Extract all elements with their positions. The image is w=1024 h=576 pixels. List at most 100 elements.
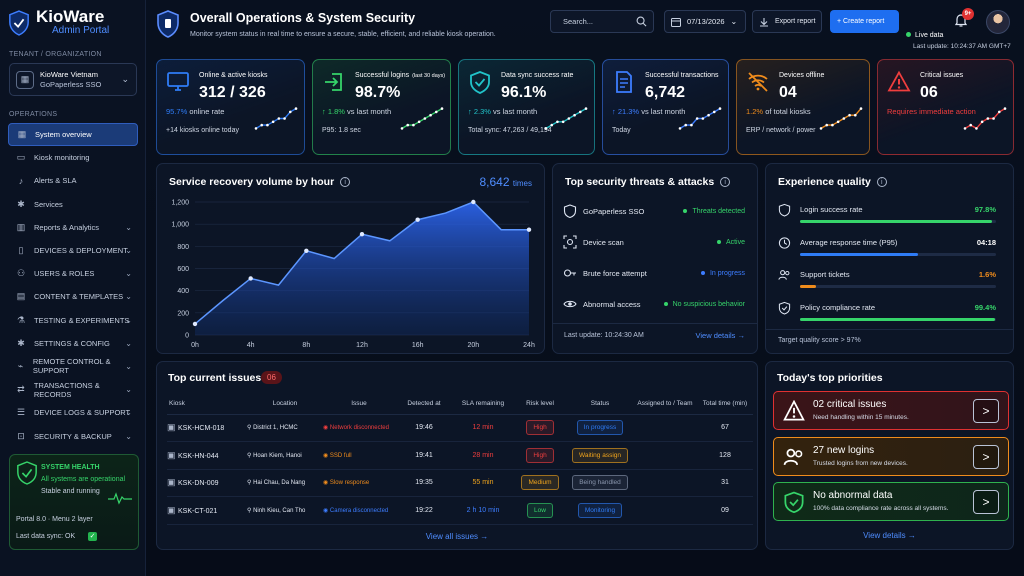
kpi-detail: P95: 1.8 sec: [322, 127, 361, 134]
status-pill[interactable]: In progress: [576, 420, 624, 436]
priority-item[interactable]: 02 critical issues Need handling within 1…: [773, 391, 1009, 430]
export-report-button[interactable]: Export report: [752, 10, 822, 33]
info-icon[interactable]: i: [720, 177, 731, 188]
table-row[interactable]: ▣ KSK-HCM-018 ⚲ District 1, HCMC ◉ Network…: [167, 414, 753, 442]
kpi-card-5[interactable]: Critical issues 06 Requires immediate acti…: [877, 59, 1014, 155]
kiosk-cell: ▣ KSK-HCM-018: [167, 414, 247, 442]
tenant-section-label: TENANT / ORGANIZATION: [9, 51, 102, 58]
kpi-card-0[interactable]: Online & active kiosks 312 / 326 95.7% onl…: [156, 59, 305, 155]
create-label: + Create report: [837, 18, 885, 25]
create-report-button[interactable]: + Create report: [830, 10, 899, 33]
info-icon[interactable]: i: [340, 177, 351, 188]
drive-icon: ◉: [323, 452, 330, 459]
data-point: [192, 321, 198, 327]
data-point: [526, 227, 532, 232]
table-row[interactable]: ▣ KSK-DN-009 ⚲ Hai Chau, Da Nang ◉ Slow re…: [167, 469, 753, 497]
status-pill[interactable]: Being handled: [572, 475, 628, 491]
chevron-right-button[interactable]: >: [973, 490, 999, 514]
search-input[interactable]: Search...: [550, 10, 654, 33]
priority-item[interactable]: 27 new logins Trusted logins from new dev…: [773, 436, 1009, 476]
monitor-icon: [167, 72, 189, 91]
recovery-area-chart: 0 200 400 600 800 1,000 1,200 0h 4h 8h 12h 16h 20h 24…: [171, 200, 534, 350]
kpi-change: Requires immediate action: [887, 107, 976, 116]
kpi-change-text: vs last month: [639, 107, 686, 116]
sparkline-point: [294, 107, 298, 110]
threat-status-text: Threats detected: [692, 207, 745, 215]
chevron-down-icon: ⌄: [125, 246, 132, 256]
kpi-card-1[interactable]: Successful logins (last 30 days) 98.7% ↑ 1.…: [312, 59, 451, 155]
arrow-right-icon: →: [907, 531, 916, 540]
kiosk-id: KSK-HCM-018: [178, 425, 225, 433]
priority-title: No abnormal data: [813, 490, 893, 501]
sidebar-item-5[interactable]: ▯ DEVICES & DEPLOYMENT ⌄: [8, 239, 138, 262]
sidebar-item-7[interactable]: ▤ CONTENT & TEMPLATES ⌄: [8, 285, 138, 308]
gear-icon: ✱: [17, 337, 25, 348]
heartbeat-icon: [108, 492, 132, 505]
date-picker[interactable]: 07/13/2026 ⌄: [664, 10, 746, 33]
chevron-right-button[interactable]: >: [973, 399, 999, 423]
kpi-sub: 1.2% of total kiosks: [746, 107, 811, 116]
kpi-card-2[interactable]: Data sync success rate 96.1% ↑ 2.3% vs las…: [458, 59, 595, 155]
status-dot: [663, 301, 668, 306]
column-header: Assigned to / Team: [633, 394, 697, 415]
info-icon[interactable]: i: [876, 177, 887, 188]
kpi-value: 04: [779, 84, 797, 101]
kpi-card-4[interactable]: Devices offline 04 1.2% of total kiosks ERP…: [736, 59, 870, 155]
sidebar-item-0[interactable]: ▦ System overview: [8, 123, 138, 147]
status-dot: [716, 239, 721, 244]
sidebar-item-2[interactable]: ♪ Alerts & SLA: [8, 169, 138, 192]
sidebar-item-3[interactable]: ✱ Services: [8, 193, 138, 216]
sidebar-item-6[interactable]: ⚇ USERS & ROLES ⌄: [8, 262, 138, 285]
table-row[interactable]: ▣ KSK-CT-021 ⚲ Ninh Kieu, Can Tho ◉ Camera…: [167, 496, 753, 525]
live-label: Live data: [915, 32, 944, 39]
sidebar-item-12[interactable]: ☰ DEVICE LOGS & SUPPORT ⌄: [8, 401, 138, 424]
threat-item[interactable]: GoPaperless SSO Threats detected: [563, 202, 745, 220]
table-row[interactable]: ▣ KSK-HN-044 ⚲ Hoan Kiem, Hanoi ◉ SSD full…: [167, 441, 753, 470]
sparkline-point: [690, 123, 693, 127]
sidebar-item-10[interactable]: ⌁ REMOTE CONTROL & SUPPORT ⌄: [8, 355, 138, 378]
live-indicator: Live data: [906, 32, 943, 39]
threat-item[interactable]: Device scan Active: [563, 233, 745, 251]
data-point: [304, 248, 309, 253]
sidebar-item-11[interactable]: ⇄ TRANSACTIONS & RECORDS ⌄: [8, 378, 138, 401]
sidebar-item-label: System overview: [35, 130, 92, 140]
kiosk-icon: ▣: [167, 449, 179, 460]
status-pill[interactable]: Monitoring: [577, 502, 623, 518]
sidebar-item-4[interactable]: ▥ Reports & Analytics ⌄: [8, 216, 138, 239]
sidebar-item-label: Alerts & SLA: [34, 176, 77, 186]
sidebar-item-13[interactable]: ⊡ SECURITY & BACKUP ⌄: [8, 424, 138, 447]
calendar-icon: [671, 17, 681, 27]
search-icon: [636, 16, 647, 27]
threat-item[interactable]: Brute force attempt In progress: [563, 264, 745, 282]
sla-cell: 55 min: [453, 469, 513, 497]
kpi-value: 06: [920, 84, 938, 101]
avatar[interactable]: [986, 10, 1010, 34]
sidebar-item-1[interactable]: ▭ Kiosk monitoring: [8, 146, 138, 169]
operations-section-label: OPERATIONS: [9, 111, 58, 118]
kpi-card-3[interactable]: Successful transactions 6,742 ↑ 21.3% vs l…: [602, 59, 729, 155]
sparkline-point: [695, 117, 699, 120]
threats-last-update: Last update: 10:24:30 AM: [564, 332, 644, 339]
log-icon: ☰: [16, 407, 26, 418]
view-all-issues-link[interactable]: View all issues →: [157, 532, 757, 541]
priorities-panel: Today's top priorities 02 critical issue…: [765, 361, 1014, 550]
sidebar-item-9[interactable]: ✱ SETTINGS & CONFIG ⌄: [8, 332, 138, 355]
threat-item[interactable]: Abnormal access No suspicious behavior: [563, 295, 745, 313]
priority-item[interactable]: No abnormal data 100% data compliance rat…: [773, 482, 1009, 521]
quality-bar: [800, 285, 996, 288]
tenant-selector[interactable]: ▦ KioWare Vietnam GoPaperless SSO ⌄: [9, 63, 137, 96]
status-pill[interactable]: Waiting assign: [571, 447, 629, 463]
chevron-right-button[interactable]: >: [973, 444, 999, 469]
notification-badge: 9+: [962, 8, 974, 20]
threats-view-details-link[interactable]: View details →: [696, 331, 745, 340]
issues-table-header: Kiosk Location Issue Detected at SLA remaini…: [167, 394, 753, 415]
kpi-label-text: Critical issues: [920, 72, 964, 79]
sidebar-item-8[interactable]: ⚗ TESTING & EXPERIMENTS ⌄: [8, 309, 138, 332]
sidebar-item-label: Kiosk monitoring: [34, 153, 90, 163]
camera-icon: ◉: [323, 507, 330, 514]
priorities-view-details-link[interactable]: View details →: [766, 531, 1013, 540]
shield-check-icon: [778, 301, 791, 315]
brand[interactable]: KioWare Admin Portal: [8, 8, 109, 37]
kpi-value: 96.1%: [501, 84, 547, 101]
sparkline-point: [434, 110, 438, 114]
